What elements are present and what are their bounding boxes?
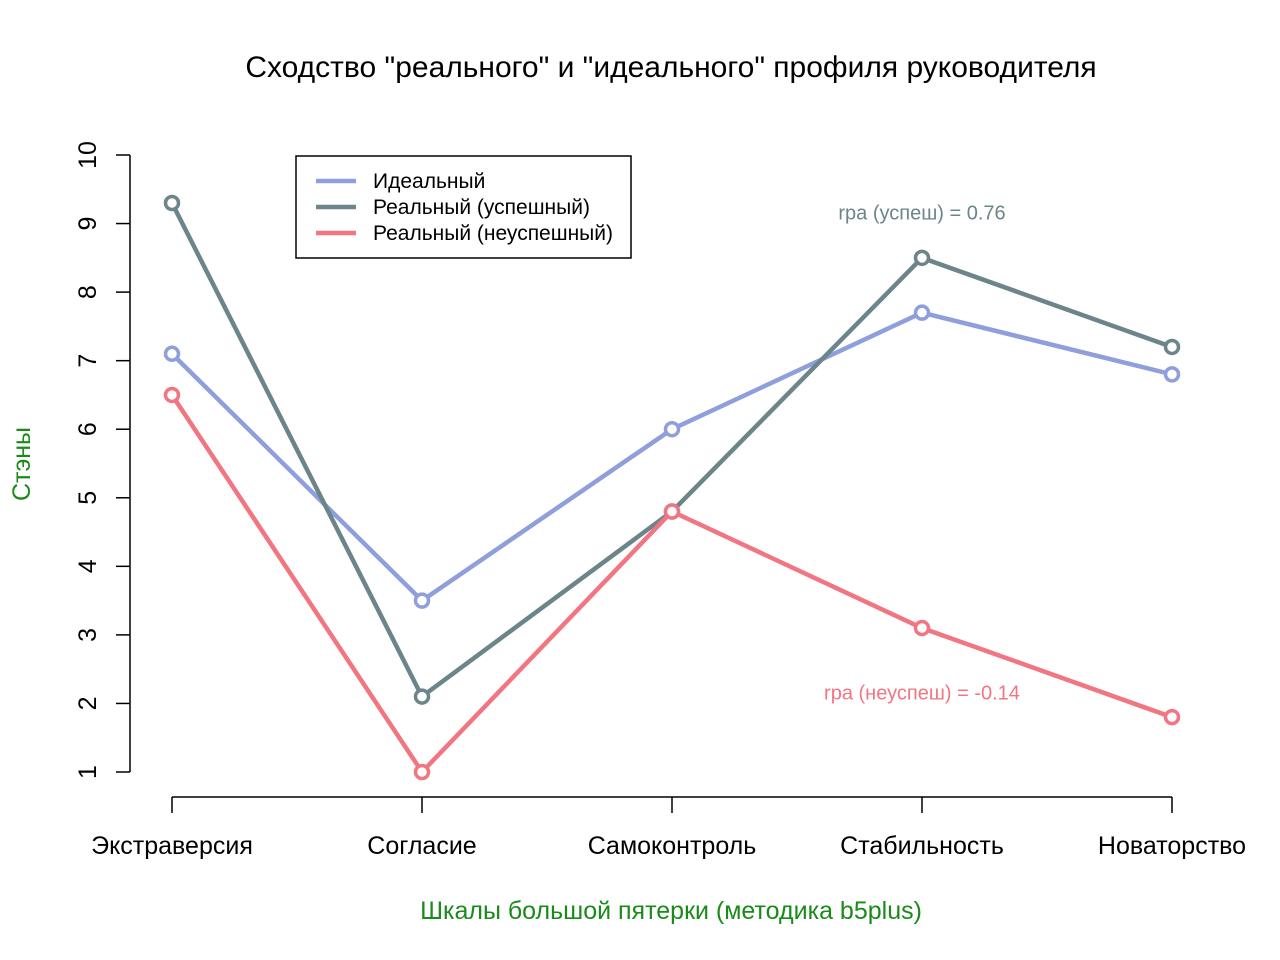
data-point (913, 619, 931, 637)
y-tick-label: 1 (74, 765, 102, 779)
x-tick-label: Экстраверсия (91, 832, 253, 860)
y-tick-label: 2 (74, 696, 102, 710)
legend-entry: Реальный (успешный) (373, 196, 590, 219)
data-point (163, 194, 181, 212)
series-2 (163, 194, 1181, 705)
y-tick-label: 9 (74, 217, 102, 231)
data-point (913, 304, 931, 321)
data-point (663, 503, 681, 520)
legend-entry: Идеальный (373, 170, 485, 193)
y-tick-label: 8 (74, 285, 102, 299)
data-point (663, 420, 681, 438)
x-tick-label: Самоконтроль (588, 832, 757, 860)
series-line (170, 310, 1173, 603)
series-3 (163, 386, 1181, 781)
data-point (413, 688, 431, 705)
x-axis: Экстраверсия Согласие Самоконтроль Стабильн… (91, 796, 1246, 860)
y-tick-label: 5 (74, 491, 102, 505)
correlation-annotation: rpa (успеш) = 0.76 (838, 203, 1005, 225)
series-1 (163, 304, 1181, 609)
data-point (413, 592, 431, 609)
x-tick-label: Согласие (367, 832, 476, 860)
y-tick-label: 10 (74, 141, 102, 169)
data-point (163, 386, 181, 404)
annotation-layer: rpa (успеш) = 0.76 rpa (неуспеш) = -0.14 (824, 203, 1020, 705)
x-axis-label: Шкалы большой пятерки (методика b5plus) (420, 897, 922, 925)
y-tick-label: 4 (74, 559, 102, 573)
x-tick-label: Стабильность (840, 832, 1004, 860)
data-point (1163, 708, 1181, 726)
series-layer (163, 194, 1181, 781)
data-point (163, 345, 181, 363)
legend: Идеальный Реальный (успешный) Реальный (не… (295, 155, 632, 259)
y-axis: 1 2 3 4 5 6 7 8 9 10 (74, 141, 131, 779)
data-point (413, 763, 431, 781)
x-tick-label: Новаторство (1098, 832, 1246, 860)
y-tick-label: 3 (74, 628, 102, 642)
y-axis-label: Стэны (8, 427, 36, 501)
chart-title: Сходство "реального" и "идеального" проф… (245, 51, 1096, 84)
data-point (1163, 338, 1181, 356)
data-point (1163, 366, 1181, 383)
series-line (170, 393, 1173, 775)
data-point (913, 249, 931, 267)
y-tick-label: 7 (74, 354, 102, 368)
y-tick-label: 6 (74, 422, 102, 436)
correlation-annotation: rpa (неуспеш) = -0.14 (824, 682, 1020, 704)
legend-entry: Реальный (неуспешный) (373, 222, 613, 245)
